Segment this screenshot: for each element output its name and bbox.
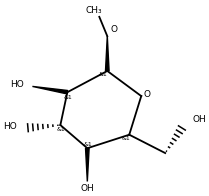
- Text: &1: &1: [63, 95, 72, 100]
- Polygon shape: [85, 148, 89, 181]
- Text: O: O: [143, 90, 150, 99]
- Polygon shape: [32, 86, 68, 94]
- Text: &1: &1: [98, 72, 107, 77]
- Text: OH: OH: [80, 184, 94, 193]
- Text: &1: &1: [83, 142, 92, 147]
- Text: O: O: [111, 25, 118, 34]
- Polygon shape: [106, 36, 109, 71]
- Text: &1: &1: [121, 136, 130, 141]
- Text: HO: HO: [3, 122, 17, 131]
- Text: HO: HO: [10, 80, 24, 89]
- Text: OH: OH: [192, 115, 206, 124]
- Text: &1: &1: [56, 127, 65, 132]
- Text: CH₃: CH₃: [85, 6, 102, 15]
